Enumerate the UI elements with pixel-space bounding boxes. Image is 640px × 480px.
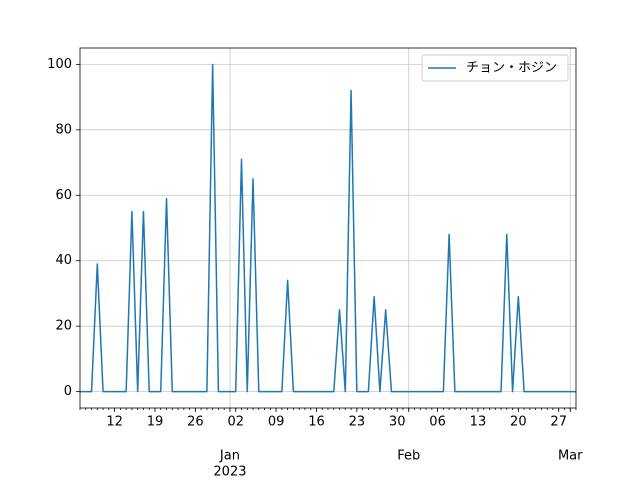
x-major-label: Mar	[558, 449, 583, 464]
y-tick-label: 80	[55, 122, 72, 137]
legend-box	[421, 54, 569, 82]
x-tick-label: 06	[429, 415, 446, 430]
x-tick-label: 23	[349, 415, 366, 430]
y-tick-label: 100	[47, 57, 72, 72]
x-tick-label: 27	[550, 415, 567, 430]
x-tick-label: 16	[308, 415, 325, 430]
x-major-label: Feb	[397, 449, 420, 464]
x-tick-label: 12	[106, 415, 123, 430]
x-tick-label: 13	[470, 415, 487, 430]
x-tick-label: 20	[510, 415, 527, 430]
x-tick-label: 26	[187, 415, 204, 430]
y-tick-label: 0	[64, 384, 72, 399]
plot-frame	[79, 47, 577, 409]
data-line	[80, 63, 576, 393]
y-tick-label: 40	[55, 253, 72, 268]
x-tick-label: 09	[268, 415, 285, 430]
x-tick-label: 30	[389, 415, 406, 430]
y-tick-label: 60	[55, 188, 72, 203]
x-tick-label: 02	[227, 415, 244, 430]
x-major-label: Jan	[219, 449, 240, 464]
legend-label: チョン・ホジン	[466, 61, 557, 76]
x-tick-label: 19	[147, 415, 164, 430]
y-tick-label: 20	[55, 319, 72, 334]
x-year-label: 2023	[213, 465, 246, 480]
